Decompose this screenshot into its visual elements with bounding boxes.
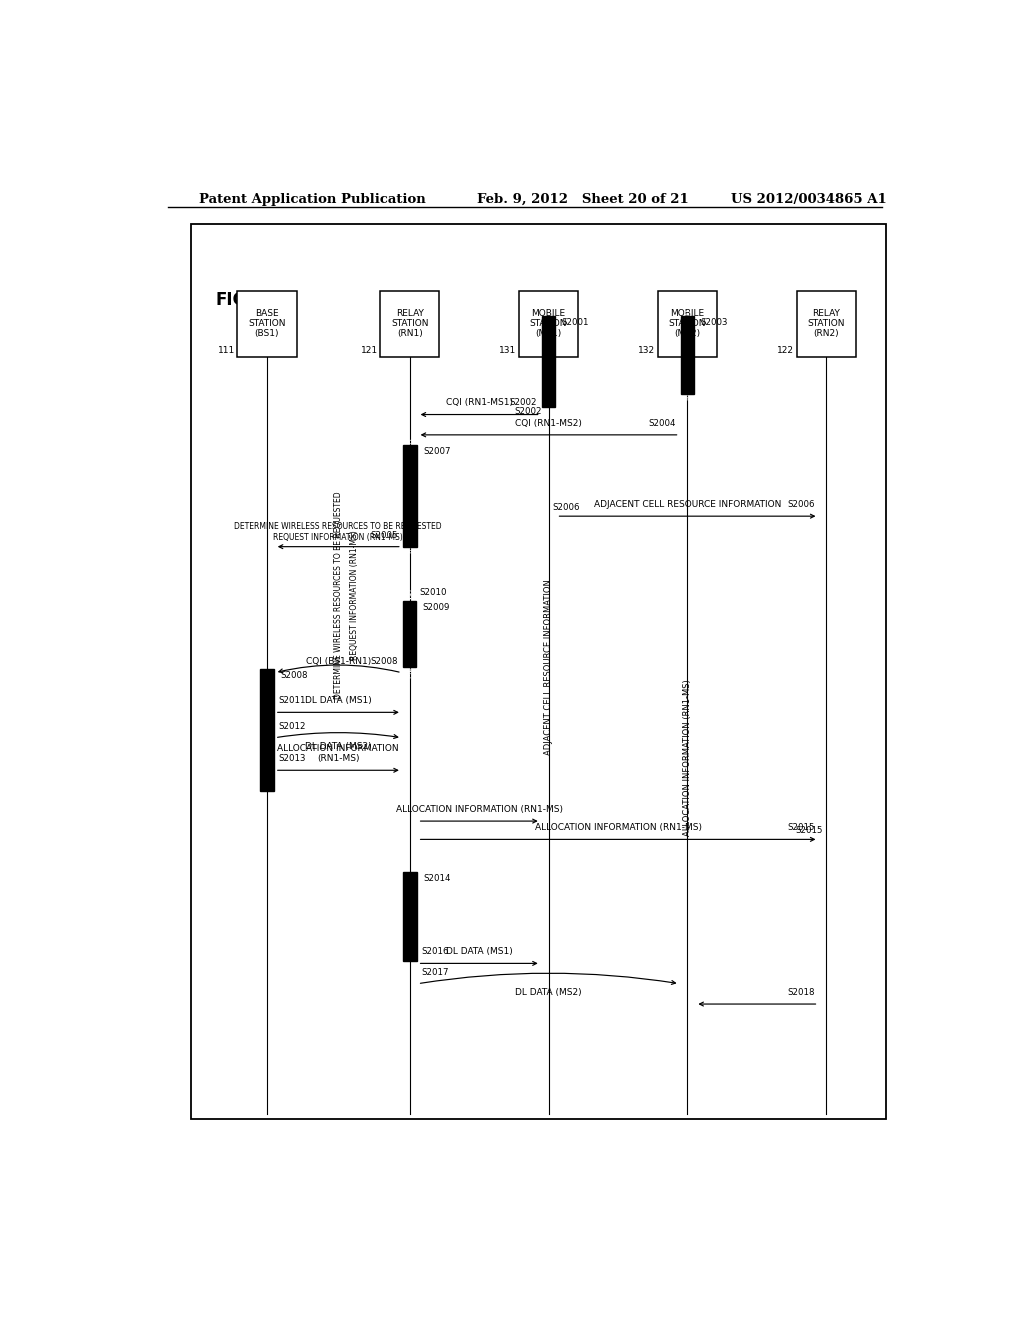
- Text: CQI (BS1-RN1): CQI (BS1-RN1): [306, 656, 371, 665]
- Text: MEASURE SIR (BS1-RN1): MEASURE SIR (BS1-RN1): [407, 589, 413, 678]
- Text: RELAY
STATION
(RN1): RELAY STATION (RN1): [391, 309, 428, 338]
- Text: S2013: S2013: [279, 754, 306, 763]
- Bar: [260, 669, 274, 791]
- Text: ADJACENT CELL RESOURCE INFORMATION: ADJACENT CELL RESOURCE INFORMATION: [594, 500, 781, 510]
- Text: S2008: S2008: [371, 656, 397, 665]
- Text: S2004: S2004: [648, 418, 676, 428]
- Text: DETERMINE WIRELESS RESOURCES TO BE REQUESTED
REQUEST INFORMATION (RN1-MS): DETERMINE WIRELESS RESOURCES TO BE REQUE…: [234, 523, 442, 541]
- Text: ALLOCATION INFORMATION
(RN1-MS): ALLOCATION INFORMATION (RN1-MS): [278, 743, 399, 763]
- Text: S2018: S2018: [787, 987, 814, 997]
- Text: MOBILE
STATION
(MS2): MOBILE STATION (MS2): [669, 309, 707, 338]
- Text: ALLOCATION INFORMATION (RN1-MS): ALLOCATION INFORMATION (RN1-MS): [683, 680, 692, 837]
- Text: S2002: S2002: [515, 408, 543, 416]
- Text: ALLOCATION INFORMATION (RN1-MS): ALLOCATION INFORMATION (RN1-MS): [535, 824, 701, 833]
- Text: RELAY
STATION
(RN2): RELAY STATION (RN2): [808, 309, 845, 338]
- Text: TENTATIVELY DETERMINE WIRELESS
RESOURCES TO BE REQUESTED: TENTATIVELY DETERMINE WIRELESS RESOURCES…: [403, 430, 416, 561]
- Text: S2008: S2008: [281, 671, 308, 680]
- Text: S2003: S2003: [700, 318, 728, 327]
- Text: S2005: S2005: [371, 531, 397, 540]
- Text: CQI (RN1-MS2): CQI (RN1-MS2): [515, 418, 582, 428]
- Text: DETERMINE WIRELESS RESOURCES TO BE REQUESTED: DETERMINE WIRELESS RESOURCES TO BE REQUE…: [334, 491, 343, 700]
- Text: DL DATA (MS2): DL DATA (MS2): [305, 742, 372, 751]
- Text: US 2012/0034865 A1: US 2012/0034865 A1: [731, 193, 887, 206]
- Text: WIRELESS RESOURCE
ALLOCATION: WIRELESS RESOURCE ALLOCATION: [261, 690, 273, 768]
- Text: MEASURE SIR (RN1-MS2): MEASURE SIR (RN1-MS2): [684, 310, 691, 400]
- Bar: [380, 290, 439, 356]
- Text: S2015: S2015: [787, 824, 814, 833]
- Text: BASE
STATION
(BS1): BASE STATION (BS1): [248, 309, 286, 338]
- Text: S2015: S2015: [795, 826, 822, 836]
- Text: S2006: S2006: [553, 503, 580, 512]
- Text: MOBILE
STATION
(MS1): MOBILE STATION (MS1): [529, 309, 567, 338]
- Text: S2011: S2011: [279, 696, 306, 705]
- Text: REQUEST INFORMATION (RN1-MS): REQUEST INFORMATION (RN1-MS): [349, 531, 358, 660]
- Bar: [519, 290, 579, 356]
- Text: Feb. 9, 2012   Sheet 20 of 21: Feb. 9, 2012 Sheet 20 of 21: [477, 193, 689, 206]
- Text: DL DATA (MS1): DL DATA (MS1): [305, 696, 372, 705]
- Bar: [191, 224, 886, 1119]
- Bar: [403, 601, 416, 667]
- Text: MEASURE SIR (RN1-MS1): MEASURE SIR (RN1-MS1): [546, 317, 552, 407]
- Text: Patent Application Publication: Patent Application Publication: [200, 193, 426, 206]
- Text: 132: 132: [638, 346, 655, 355]
- Bar: [402, 445, 417, 546]
- Text: S2009: S2009: [423, 602, 450, 611]
- Text: ALLOCATION INFORMATION (RN1-MS): ALLOCATION INFORMATION (RN1-MS): [395, 805, 562, 814]
- Text: S2002: S2002: [509, 399, 537, 408]
- Text: DL DATA (MS1): DL DATA (MS1): [445, 948, 513, 956]
- Text: FIG.20: FIG.20: [215, 290, 276, 309]
- Text: DL DATA (MS2): DL DATA (MS2): [515, 987, 582, 997]
- Bar: [657, 290, 717, 356]
- Text: S2006: S2006: [787, 500, 814, 510]
- Bar: [238, 290, 297, 356]
- Text: S2012: S2012: [279, 722, 306, 731]
- Text: CQI (RN1-MS1): CQI (RN1-MS1): [445, 399, 513, 408]
- Text: ADJACENT CELL RESOURCE INFORMATION: ADJACENT CELL RESOURCE INFORMATION: [544, 578, 553, 755]
- Text: 121: 121: [360, 346, 378, 355]
- Text: 111: 111: [217, 346, 234, 355]
- Bar: [543, 315, 555, 408]
- Bar: [402, 873, 417, 961]
- Bar: [797, 290, 856, 356]
- Text: S2010: S2010: [419, 589, 446, 598]
- Text: S2001: S2001: [561, 318, 589, 327]
- Text: S2017: S2017: [422, 968, 450, 977]
- Text: WIRELESS RESOURCE
ALLOCATION: WIRELESS RESOURCE ALLOCATION: [403, 878, 416, 956]
- Text: S2014: S2014: [423, 874, 451, 883]
- Bar: [681, 315, 694, 395]
- Text: S2016: S2016: [422, 948, 450, 956]
- Text: 122: 122: [777, 346, 795, 355]
- Text: S2007: S2007: [423, 447, 451, 455]
- Text: 131: 131: [500, 346, 516, 355]
